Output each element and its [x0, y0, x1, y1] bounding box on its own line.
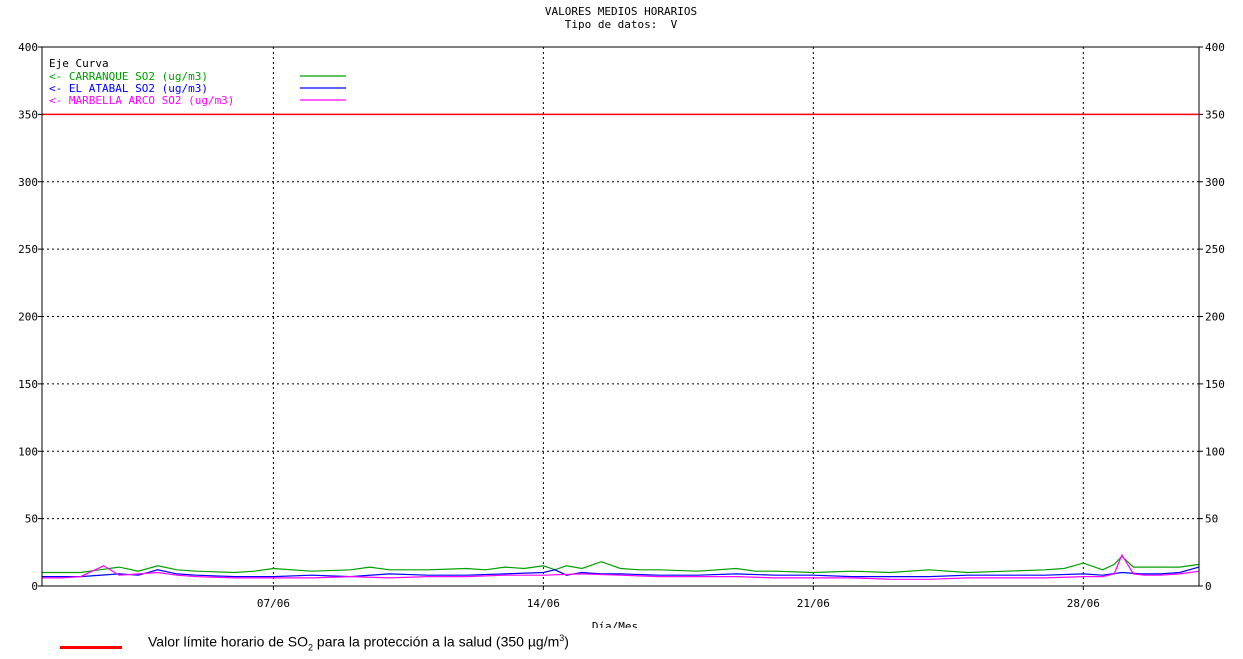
legend-label-2: <- EL ATABAL SO2 (ug/m3)	[49, 82, 208, 95]
legend: Eje Curva <- CARRANQUE SO2 (ug/m3)<- EL …	[49, 57, 346, 107]
series-line-1	[42, 555, 1200, 574]
chart-canvas: VALORES MEDIOS HORARIOS Tipo de datos: V…	[18, 5, 1225, 628]
x-tick-label: 28/06	[1067, 597, 1100, 610]
note-subscript: 2	[308, 642, 314, 653]
note-part-2: para la protección a la salud (350 µg/m	[313, 633, 560, 650]
x-axis-label: Día/Mes	[592, 620, 638, 628]
y-tick-label-right: 200	[1205, 311, 1225, 324]
y-tick-label-left: 50	[25, 513, 38, 526]
note-part-1: Valor límite horario de SO	[148, 633, 309, 650]
x-tick-label: 14/06	[527, 597, 560, 610]
note-superscript: 3	[559, 633, 565, 644]
y-tick-label-left: 400	[18, 41, 38, 54]
y-tick-label-right: 50	[1205, 513, 1218, 526]
y-tick-label-right: 300	[1205, 176, 1225, 189]
chart-subtitle: Tipo de datos: V	[565, 18, 678, 31]
y-tick-label-left: 300	[18, 176, 38, 189]
grid-layer	[42, 47, 1199, 586]
y-tick-label-left: 200	[18, 311, 38, 324]
x-tick-label: 21/06	[797, 597, 830, 610]
y-tick-label-left: 350	[18, 108, 38, 121]
y-tick-label-left: 250	[18, 243, 38, 256]
legend-label-3: <- MARBELLA ARCO SO2 (ug/m3)	[49, 94, 234, 107]
chart-title: VALORES MEDIOS HORARIOS	[545, 5, 697, 18]
x-tick-label: 07/06	[257, 597, 290, 610]
y-tick-label-right: 350	[1205, 108, 1225, 121]
y-tick-label-left: 0	[31, 580, 38, 593]
y-tick-label-right: 100	[1205, 445, 1225, 458]
series-line-2	[42, 566, 1200, 578]
y-tick-label-right: 150	[1205, 378, 1225, 391]
plot-frame	[41, 46, 1200, 587]
note-part-3: )	[564, 633, 569, 650]
y-tick-label-right: 250	[1205, 243, 1225, 256]
series-line-3	[42, 553, 1200, 580]
threshold-note-text: Valor límite horario de SO2 para la prot…	[148, 633, 569, 652]
axis-layer: 0 0 50 50 100 100 150 150 200 200 250 250 300 300 350 3…	[18, 41, 1225, 610]
legend-header: Eje Curva	[49, 57, 109, 70]
threshold-note: Valor límite horario de SO2 para la prot…	[60, 630, 569, 656]
y-tick-label-left: 100	[18, 445, 38, 458]
series-layer	[42, 553, 1200, 580]
legend-label-1: <- CARRANQUE SO2 (ug/m3)	[49, 70, 208, 83]
threshold-swatch	[60, 645, 122, 649]
y-tick-label-left: 150	[18, 378, 38, 391]
y-tick-label-right: 0	[1205, 580, 1212, 593]
y-tick-label-right: 400	[1205, 41, 1225, 54]
